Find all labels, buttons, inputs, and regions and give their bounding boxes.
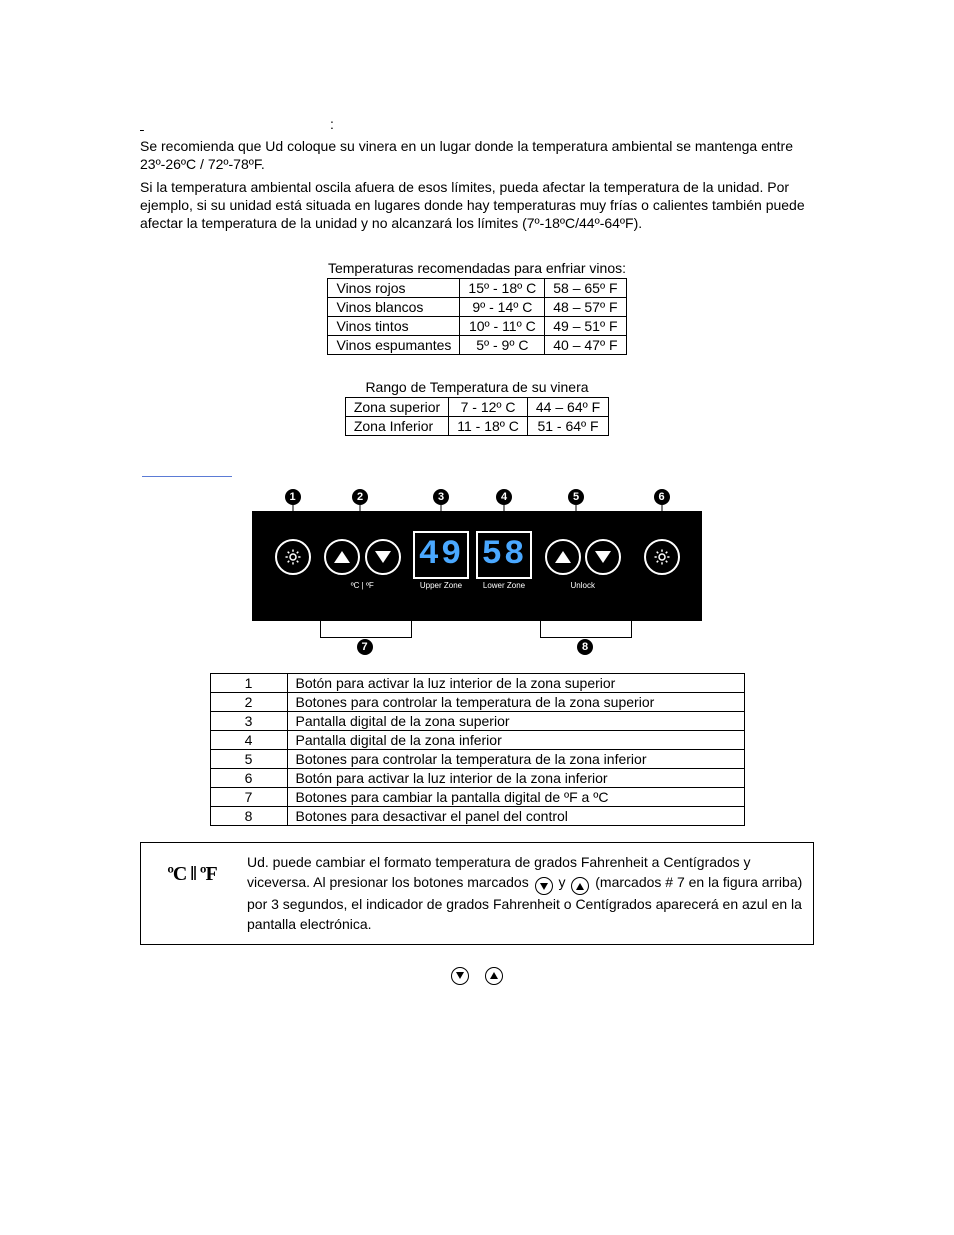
table-row: 1Botón para activar la luz interior de l… xyxy=(210,674,744,693)
marker-3: 3 xyxy=(433,489,449,505)
recommended-table: Vinos rojos15º - 18º C58 – 65º FVinos bl… xyxy=(327,278,626,355)
marker-2: 2 xyxy=(352,489,368,505)
table-row: Vinos blancos9º - 14º C48 – 57º F xyxy=(328,298,626,317)
control-panel-diagram: 1 2 3 4 5 6 49 58 ºC | ºF xyxy=(252,489,702,661)
display-lower: 58 xyxy=(476,531,532,579)
light-button-lower[interactable] xyxy=(644,539,680,575)
table-row: Zona superior7 - 12º C44 – 64º F xyxy=(345,398,608,417)
table-row: Vinos espumantes5º - 9º C40 – 47º F xyxy=(328,336,626,355)
table-row: 6Botón para activar la luz interior de l… xyxy=(210,769,744,788)
table-row: 2Botones para controlar la temperatura d… xyxy=(210,693,744,712)
label-upper-zone: Upper Zone xyxy=(420,581,462,590)
cf-info-box: ºC ‖ ºF Ud. puede cambiar el formato tem… xyxy=(140,842,814,945)
label-cf: ºC | ºF xyxy=(351,581,374,590)
table-row: 4Pantalla digital de la zona inferior xyxy=(210,731,744,750)
table-row: Vinos tintos10º - 11º C49 – 51º F xyxy=(328,317,626,336)
recommended-caption: Temperaturas recomendadas para enfriar v… xyxy=(328,260,626,276)
light-button-upper[interactable] xyxy=(275,539,311,575)
display-upper: 49 xyxy=(413,531,469,579)
marker-4: 4 xyxy=(496,489,512,505)
table-row: 7Botones para cambiar la pantalla digita… xyxy=(210,788,744,807)
legend-table: 1Botón para activar la luz interior de l… xyxy=(210,673,745,826)
intro-heading: : xyxy=(140,115,814,133)
table-row: Zona Inferior11 - 18º C51 - 64º F xyxy=(345,417,608,436)
up-arrow-icon xyxy=(571,877,589,895)
marker-1: 1 xyxy=(285,489,301,505)
standalone-arrow-icons xyxy=(140,963,814,985)
intro-para-1: Se recomienda que Ud coloque su vinera e… xyxy=(140,137,814,173)
cf-icon: ºC ‖ ºF xyxy=(141,843,243,906)
label-unlock: Unlock xyxy=(571,581,595,590)
marker-7: 7 xyxy=(357,639,373,655)
intro-para-2: Si la temperatura ambiental oscila afuer… xyxy=(140,178,814,233)
table-row: 8Botones para desactivar el panel del co… xyxy=(210,807,744,826)
marker-6: 6 xyxy=(654,489,670,505)
marker-8: 8 xyxy=(577,639,593,655)
up-arrow-icon xyxy=(485,967,503,985)
table-row: 3Pantalla digital de la zona superior xyxy=(210,712,744,731)
table-row: 5Botones para controlar la temperatura d… xyxy=(210,750,744,769)
temp-down-upper[interactable] xyxy=(365,539,401,575)
temp-up-lower[interactable] xyxy=(545,539,581,575)
range-table: Zona superior7 - 12º C44 – 64º FZona Inf… xyxy=(345,397,609,436)
marker-5: 5 xyxy=(568,489,584,505)
temp-up-upper[interactable] xyxy=(324,539,360,575)
down-arrow-icon xyxy=(451,967,469,985)
cf-info-text: Ud. puede cambiar el formato temperatura… xyxy=(243,843,813,944)
table-row: Vinos rojos15º - 18º C58 – 65º F xyxy=(328,279,626,298)
section-divider xyxy=(142,476,232,477)
temp-down-lower[interactable] xyxy=(585,539,621,575)
range-caption: Rango de Temperatura de su vinera xyxy=(365,379,588,395)
down-arrow-icon xyxy=(535,877,553,895)
label-lower-zone: Lower Zone xyxy=(483,581,525,590)
